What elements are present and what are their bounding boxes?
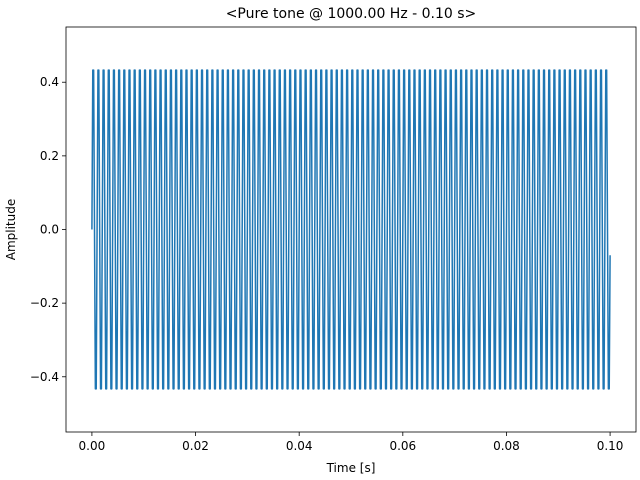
x-tick-label: 0.00 xyxy=(79,439,106,453)
x-axis-title: Time [s] xyxy=(326,461,376,475)
x-tick-label: 0.06 xyxy=(389,439,416,453)
x-axis: 0.00 0.02 0.04 0.06 0.08 0.10 xyxy=(79,432,624,453)
x-tick-label: 0.10 xyxy=(597,439,624,453)
x-tick-label: 0.02 xyxy=(182,439,209,453)
x-tick-label: 0.04 xyxy=(286,439,313,453)
y-tick-label: −0.4 xyxy=(30,370,59,384)
y-axis: −0.4 −0.2 0.0 0.2 0.4 xyxy=(30,75,66,384)
chart-title: <Pure tone @ 1000.00 Hz - 0.10 s> xyxy=(226,6,477,22)
y-tick-label: −0.2 xyxy=(30,296,59,310)
y-tick-label: 0.0 xyxy=(40,223,59,237)
y-tick-label: 0.2 xyxy=(40,149,59,163)
y-tick-label: 0.4 xyxy=(40,75,59,89)
y-axis-title: Amplitude xyxy=(4,199,18,261)
series-line xyxy=(91,69,611,390)
x-tick-label: 0.08 xyxy=(493,439,520,453)
